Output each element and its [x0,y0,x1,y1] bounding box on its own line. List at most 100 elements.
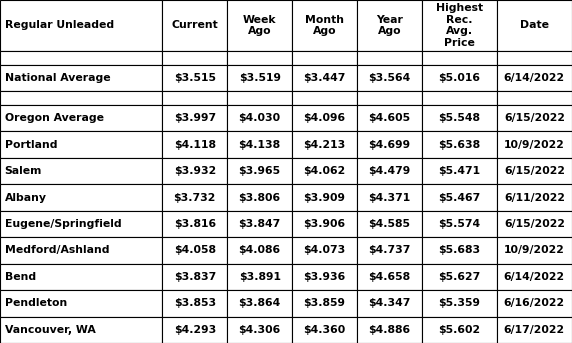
Bar [497,211,572,237]
Bar [497,0,572,51]
Bar [227,105,292,131]
Text: $4.306: $4.306 [239,325,281,335]
Text: $5.602: $5.602 [438,325,480,335]
Text: $5.574: $5.574 [438,219,480,229]
Text: Albany: Albany [5,192,46,203]
Bar [162,264,227,290]
Text: 6/16/2022: 6/16/2022 [504,298,565,308]
Text: 6/15/2022: 6/15/2022 [504,219,565,229]
Bar [357,64,422,91]
Text: 10/9/2022: 10/9/2022 [504,246,565,256]
Text: $4.371: $4.371 [368,192,411,203]
Text: $4.030: $4.030 [239,113,281,123]
Text: $3.965: $3.965 [239,166,281,176]
Bar [0,237,162,264]
Bar [292,184,357,211]
Bar [292,264,357,290]
Text: $3.891: $3.891 [239,272,281,282]
Bar [0,0,162,51]
Bar [292,290,357,317]
Bar [497,51,572,64]
Text: $4.605: $4.605 [368,113,410,123]
Bar [497,290,572,317]
Text: $4.658: $4.658 [368,272,410,282]
Text: $4.737: $4.737 [368,246,411,256]
Text: $3.853: $3.853 [174,298,216,308]
Bar [422,0,497,51]
Text: $4.886: $4.886 [368,325,410,335]
Text: Portland: Portland [5,140,57,150]
Text: Eugene/Springfield: Eugene/Springfield [5,219,121,229]
Text: $5.471: $5.471 [438,166,480,176]
Text: Salem: Salem [5,166,42,176]
Text: $3.564: $3.564 [368,73,411,83]
Bar [292,131,357,158]
Bar [0,211,162,237]
Bar [227,0,292,51]
Bar [357,184,422,211]
Bar [227,91,292,105]
Bar [162,158,227,184]
Bar [497,64,572,91]
Bar [422,264,497,290]
Bar [357,51,422,64]
Text: $3.519: $3.519 [239,73,281,83]
Bar [422,91,497,105]
Text: $4.118: $4.118 [174,140,216,150]
Text: Current: Current [172,20,218,30]
Bar [357,131,422,158]
Text: $5.548: $5.548 [438,113,480,123]
Text: $5.683: $5.683 [438,246,480,256]
Bar [292,237,357,264]
Text: $3.932: $3.932 [174,166,216,176]
Text: 6/14/2022: 6/14/2022 [504,272,565,282]
Bar [292,0,357,51]
Bar [292,64,357,91]
Text: 6/15/2022: 6/15/2022 [504,166,565,176]
Text: $4.138: $4.138 [239,140,281,150]
Bar [357,317,422,343]
Bar [357,237,422,264]
Text: Month
Ago: Month Ago [305,14,344,36]
Text: $4.699: $4.699 [368,140,410,150]
Bar [497,184,572,211]
Bar [292,158,357,184]
Bar [497,264,572,290]
Text: 10/9/2022: 10/9/2022 [504,140,565,150]
Bar [357,264,422,290]
Text: Oregon Average: Oregon Average [5,113,104,123]
Bar [422,105,497,131]
Text: $3.847: $3.847 [239,219,281,229]
Text: $4.479: $4.479 [368,166,411,176]
Text: $4.086: $4.086 [239,246,281,256]
Bar [292,105,357,131]
Text: $4.058: $4.058 [174,246,216,256]
Bar [227,131,292,158]
Bar [357,211,422,237]
Text: $4.062: $4.062 [303,166,345,176]
Bar [162,237,227,264]
Text: $3.864: $3.864 [239,298,281,308]
Bar [227,290,292,317]
Text: $4.096: $4.096 [303,113,345,123]
Text: $4.293: $4.293 [174,325,216,335]
Bar [162,0,227,51]
Bar [0,264,162,290]
Text: 6/17/2022: 6/17/2022 [504,325,565,335]
Text: Year
Ago: Year Ago [376,14,403,36]
Bar [292,211,357,237]
Text: $4.360: $4.360 [303,325,345,335]
Bar [422,317,497,343]
Bar [422,211,497,237]
Bar [227,237,292,264]
Bar [162,51,227,64]
Text: $3.806: $3.806 [239,192,281,203]
Bar [0,184,162,211]
Bar [162,131,227,158]
Text: Medford/Ashland: Medford/Ashland [5,246,109,256]
Text: $3.816: $3.816 [174,219,216,229]
Bar [227,64,292,91]
Text: National Average: National Average [5,73,110,83]
Bar [422,237,497,264]
Bar [162,211,227,237]
